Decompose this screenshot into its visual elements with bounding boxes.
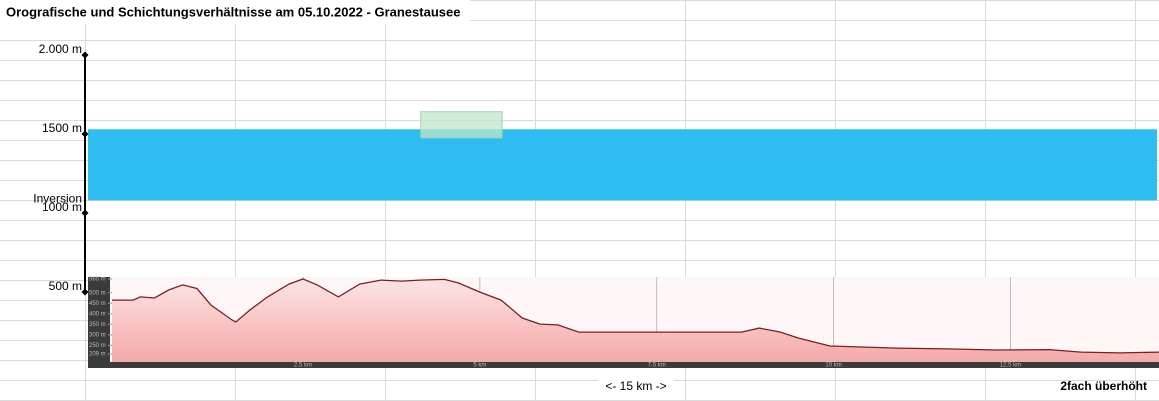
inset-y-tick-label: 565 m	[89, 277, 106, 283]
y-tick-label: 1000 m	[42, 200, 82, 214]
y-axis-strip	[88, 277, 110, 368]
inset-y-tick-label: 209 m	[89, 352, 106, 358]
inset-x-tick-label: 12.5 km	[1000, 363, 1021, 369]
elevation-line	[112, 278, 1159, 354]
inset-y-tick-label: 300 m	[89, 332, 106, 338]
inset-x-tick-label: 10 km	[825, 363, 841, 369]
layer-box	[420, 111, 503, 139]
elevation-area	[112, 279, 1159, 362]
inset-x-tick-label: 2.5 km	[294, 363, 312, 369]
x-axis-label: <- 15 km ->	[605, 379, 666, 393]
tick-mark	[81, 130, 89, 138]
x-axis-strip	[110, 362, 1159, 368]
inset-x-tick-label: 5 km	[473, 363, 486, 369]
inversion-band	[88, 129, 1157, 201]
tick-mark	[81, 288, 89, 296]
tick-mark	[81, 51, 89, 59]
inset-y-tick-label: 250 m	[89, 343, 106, 349]
chart-title: Orografische und Schichtungsverhältnisse…	[6, 4, 460, 19]
inset-y-tick-label: 400 m	[89, 311, 106, 317]
title-cell	[0, 0, 470, 24]
inset-y-tick-label: 500 m	[89, 290, 106, 296]
y-tick-label: 1500 m	[42, 121, 82, 135]
inset-x-tick-label: 7.5 km	[648, 363, 666, 369]
y-tick-label: 500 m	[49, 279, 82, 293]
label-cell	[598, 376, 674, 396]
annotation: 2fach überhöht	[1060, 379, 1147, 393]
inset-y-tick-label: 350 m	[89, 322, 106, 328]
inset-y-tick-label: 450 m	[89, 301, 106, 307]
band-label: Inversion	[33, 192, 82, 206]
y-tick-label: 2.000 m	[39, 42, 82, 56]
tick-mark	[81, 209, 89, 217]
